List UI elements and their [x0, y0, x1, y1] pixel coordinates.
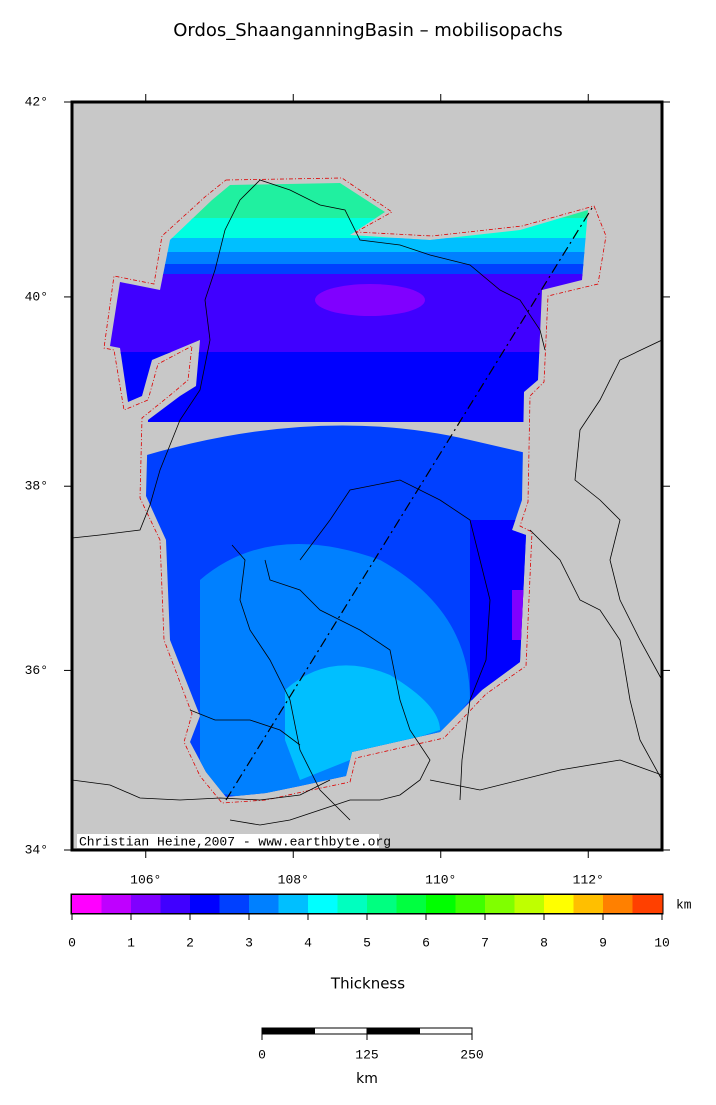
credit: Christian Heine,2007 - www.earthbyte.org	[79, 834, 391, 849]
x-tick-label: 108°	[278, 872, 309, 887]
credit-box	[77, 834, 379, 848]
colorbar-segment	[396, 895, 427, 913]
scalebar-segment	[314, 1027, 368, 1035]
colorbar-segment	[603, 895, 633, 913]
map-frame	[70, 100, 664, 852]
colorbar-tick-label: 9	[599, 935, 607, 950]
colorbar-segment	[219, 895, 250, 913]
x-tick-label: 110°	[425, 872, 456, 887]
scalebar-tick-label: 125	[355, 1047, 378, 1062]
colorbar-segment	[249, 895, 279, 913]
section-line	[225, 207, 593, 801]
colorbar-segment	[514, 895, 545, 913]
colorbar-segment	[426, 895, 456, 913]
y-tick-label: 40°	[25, 289, 48, 304]
colorbar-tick-label: 1	[127, 935, 135, 950]
colorbar-segment	[544, 895, 574, 913]
colorbar-tick-label: 7	[481, 935, 489, 950]
colorbar-segment	[632, 895, 663, 913]
colorbar-segment	[308, 895, 338, 913]
colorbar-unit: km	[676, 897, 692, 912]
colorbar-tick-label: 6	[422, 935, 430, 950]
y-tick-label: 34°	[25, 842, 48, 857]
scalebar-tick-label: 250	[460, 1047, 483, 1062]
scalebar-segment	[419, 1027, 473, 1035]
colorbar-segment	[101, 895, 132, 913]
y-tick-label: 42°	[25, 94, 48, 109]
y-tick-label: 36°	[25, 663, 48, 678]
title: Ordos_ShaanganningBasin – mobilisopachs	[173, 20, 563, 41]
colorbar-segment	[131, 895, 161, 913]
y-tick-label: 38°	[25, 479, 48, 494]
colorbar-tick-label: 2	[186, 935, 194, 950]
x-tick-label: 106°	[130, 872, 161, 887]
colorbar-segment	[160, 895, 191, 913]
colorbar-segment	[455, 895, 486, 913]
colorbar-tick-label: 4	[304, 935, 312, 950]
map: Christian Heine,2007 - www.earthbyte.org	[70, 100, 664, 852]
scalebar-segment	[366, 1027, 420, 1035]
colorbar-tick-label: 10	[654, 935, 670, 950]
colorbar-segment	[337, 895, 368, 913]
colorbar-segment	[72, 895, 102, 913]
scalebar-unit: km	[356, 1071, 378, 1087]
colorbar-tick-label: 5	[363, 935, 371, 950]
colorbar-tick-label: 3	[245, 935, 253, 950]
colorbar-tick-label: 8	[540, 935, 548, 950]
scalebar-segment	[261, 1027, 315, 1035]
colorbar-segment	[367, 895, 397, 913]
scalebar-tick-label: 0	[258, 1047, 266, 1062]
colorbar-segment	[190, 895, 220, 913]
rivers	[72, 179, 662, 826]
colorbar-segment	[485, 895, 515, 913]
colorbar-label: Thickness	[330, 975, 405, 993]
colorbar-segment	[278, 895, 309, 913]
colorbar-segment	[573, 895, 604, 913]
colorbar-tick-label: 0	[68, 935, 76, 950]
x-tick-label: 112°	[573, 872, 604, 887]
